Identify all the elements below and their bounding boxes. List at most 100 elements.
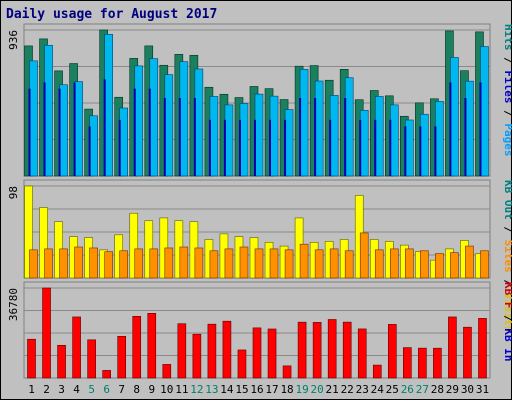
bar-kbf-1: [27, 338, 36, 379]
bar-sites-20: [314, 249, 324, 279]
legend-item: Files: [502, 70, 512, 103]
bar-sites-29: [450, 252, 459, 279]
legend-kbytes: KB F / KB In: [502, 282, 512, 362]
bar-pages-9: [148, 88, 151, 176]
bar-files-30: [465, 80, 474, 177]
ymax-label-hits: 936: [7, 30, 20, 50]
bar-files-1: [29, 60, 38, 177]
legend-item: Pages: [502, 123, 512, 156]
bar-sites-15: [239, 246, 249, 279]
bar-pages-10: [163, 98, 166, 176]
x-tick-label: 20: [311, 383, 324, 396]
bar-files-19: [299, 69, 309, 177]
legend-item: Hits: [502, 24, 512, 51]
bar-pages-15: [238, 119, 241, 176]
bar-sites-23: [359, 232, 369, 279]
bar-files-21: [329, 95, 339, 177]
bar-sites-7: [119, 250, 129, 279]
bar-sites-14: [224, 248, 234, 279]
x-tick-label: 24: [371, 383, 385, 396]
x-tick-label: 21: [326, 383, 339, 396]
bar-files-2: [44, 44, 53, 177]
x-tick-label: 14: [220, 383, 234, 396]
bar-files-13: [209, 96, 219, 177]
bar-sites-25: [389, 248, 399, 279]
bar-files-4: [74, 81, 83, 177]
bar-pages-2: [43, 82, 46, 176]
legend-item: KB In: [502, 328, 512, 361]
bar-sites-22: [344, 250, 354, 279]
bar-sites-28: [435, 253, 444, 279]
x-tick-label: 15: [235, 383, 248, 396]
chart-title: Daily usage for August 2017: [6, 7, 217, 22]
bar-kbf-6: [102, 370, 111, 379]
bar-files-3: [59, 84, 68, 177]
bar-pages-7: [118, 119, 121, 176]
bar-sites-19: [299, 243, 309, 279]
bar-sites-9: [149, 248, 159, 279]
bar-pages-16: [254, 119, 256, 176]
bar-files-14: [224, 104, 234, 177]
x-tick-label: 4: [73, 383, 80, 396]
bar-kbf-9: [147, 313, 157, 379]
bar-kbf-12: [192, 333, 202, 379]
legend-sites: KB Out / Sites / Visits: [502, 180, 512, 332]
bar-files-31: [480, 46, 489, 177]
x-tick-label: 7: [118, 383, 125, 396]
bar-kbf-25: [387, 324, 397, 379]
bar-pages-31: [479, 82, 482, 176]
x-tick-label: 17: [265, 383, 278, 396]
bar-files-28: [435, 101, 444, 177]
x-tick-label: 19: [295, 383, 308, 396]
bar-visits-1: [24, 185, 33, 279]
bar-pages-6: [103, 79, 106, 176]
ymax-label-kbytes: 36780: [7, 288, 20, 321]
bar-files-17: [269, 95, 279, 177]
x-tick-label: 6: [103, 383, 110, 396]
bar-sites-5: [89, 247, 98, 279]
bar-kbf-20: [312, 322, 322, 379]
legend-separator: /: [502, 309, 512, 329]
bar-kbf-26: [403, 347, 412, 379]
bar-pages-22: [344, 98, 347, 176]
bar-pages-5: [88, 126, 91, 176]
ymax-label-sites: 98: [7, 186, 20, 199]
bar-kbf-22: [342, 321, 352, 379]
bar-kbf-7: [117, 336, 127, 379]
bar-kbf-30: [463, 326, 472, 379]
x-tick-label: 2: [43, 383, 50, 396]
bar-kbf-14: [222, 320, 232, 379]
x-tick-label: 3: [58, 383, 65, 396]
bar-files-12: [194, 68, 204, 177]
bar-kbf-8: [132, 316, 142, 379]
bar-pages-27: [419, 126, 422, 176]
legend-hits: Hits / Files / Pages: [502, 24, 512, 157]
bar-files-11: [179, 61, 189, 177]
bar-pages-17: [269, 119, 272, 176]
bar-sites-18: [284, 249, 294, 279]
bar-files-15: [239, 103, 249, 177]
bar-files-9: [149, 58, 159, 177]
bar-files-7: [119, 107, 129, 177]
bar-pages-19: [299, 98, 302, 176]
bar-sites-10: [164, 247, 174, 279]
bar-kbf-19: [297, 321, 307, 379]
bar-kbf-17: [267, 328, 277, 379]
bar-pages-13: [208, 119, 211, 176]
bar-kbf-28: [433, 347, 442, 379]
x-tick-label: 29: [446, 383, 459, 396]
bar-pages-18: [284, 119, 287, 176]
bar-sites-27: [420, 250, 429, 279]
bar-sites-17: [269, 248, 279, 279]
bar-kbf-10: [162, 364, 172, 379]
x-tick-label: 23: [356, 383, 369, 396]
bar-kbf-5: [87, 339, 96, 379]
bar-sites-13: [209, 250, 219, 279]
bar-files-26: [405, 119, 414, 177]
bar-sites-24: [374, 249, 384, 279]
x-tick-label: 8: [133, 383, 140, 396]
x-tick-label: 22: [341, 383, 354, 396]
legend-separator: /: [502, 220, 512, 240]
legend-separator: /: [502, 273, 512, 293]
bar-pages-30: [464, 98, 467, 176]
